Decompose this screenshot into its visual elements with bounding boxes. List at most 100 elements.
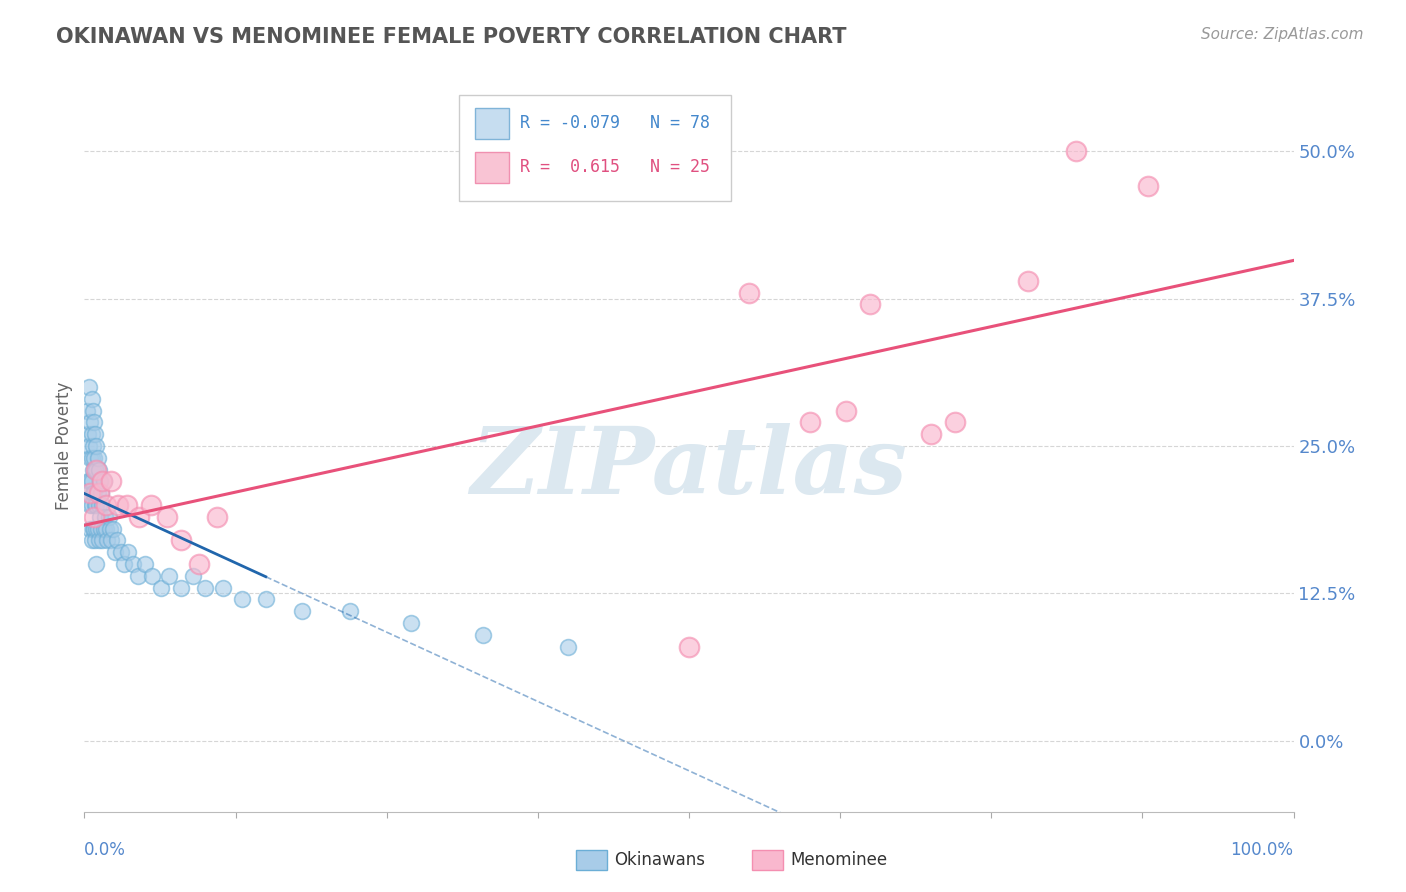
Point: [83, 416, 105, 430]
Text: R = -0.079   N = 78: R = -0.079 N = 78: [520, 113, 710, 132]
Point: [678, 640, 700, 654]
Point: [157, 568, 180, 582]
Point: [110, 545, 132, 559]
Point: [87, 533, 110, 548]
Point: [155, 509, 177, 524]
Point: [82, 462, 104, 476]
Text: R =  0.615   N = 25: R = 0.615 N = 25: [520, 158, 710, 176]
Point: [77, 439, 100, 453]
Point: [83, 509, 105, 524]
Point: [181, 568, 204, 582]
Point: [91, 498, 114, 512]
Point: [91, 533, 114, 548]
Point: [82, 403, 104, 417]
Point: [94, 509, 117, 524]
Point: [920, 427, 942, 442]
Point: [117, 545, 139, 559]
Point: [859, 297, 882, 311]
Point: [90, 522, 112, 536]
Point: [84, 462, 107, 476]
Point: [82, 522, 104, 536]
Point: [291, 604, 314, 618]
Text: 0.0%: 0.0%: [84, 841, 127, 859]
Point: [86, 498, 108, 512]
Bar: [475, 152, 509, 183]
Point: [77, 475, 100, 489]
Point: [89, 509, 111, 524]
Point: [96, 533, 118, 548]
Point: [93, 522, 115, 536]
Point: [86, 462, 108, 476]
Point: [107, 498, 129, 512]
Point: [87, 486, 110, 500]
Point: [86, 450, 108, 465]
Y-axis label: Female Poverty: Female Poverty: [55, 382, 73, 510]
Point: [472, 628, 495, 642]
Point: [79, 522, 101, 536]
Point: [77, 427, 100, 442]
Point: [127, 568, 149, 582]
Point: [84, 533, 107, 548]
Point: [87, 462, 110, 476]
Point: [83, 450, 105, 465]
Point: [82, 486, 104, 500]
Point: [128, 509, 150, 524]
Point: [557, 640, 579, 654]
Point: [80, 450, 103, 465]
Point: [80, 392, 103, 406]
Point: [82, 439, 104, 453]
Point: [399, 615, 422, 630]
Point: [77, 486, 100, 500]
Text: ZIPatlas: ZIPatlas: [471, 423, 907, 513]
Point: [86, 522, 108, 536]
Point: [139, 498, 162, 512]
Point: [91, 475, 114, 489]
Point: [90, 486, 112, 500]
Point: [100, 533, 122, 548]
Point: [105, 533, 128, 548]
Point: [94, 498, 117, 512]
Point: [83, 522, 105, 536]
Point: [84, 498, 107, 512]
Point: [94, 522, 117, 536]
Point: [170, 533, 193, 548]
Point: [121, 557, 143, 571]
Point: [79, 450, 101, 465]
Point: [97, 509, 120, 524]
Point: [1137, 179, 1160, 194]
Point: [83, 486, 105, 500]
Point: [77, 380, 100, 394]
Point: [80, 498, 103, 512]
Point: [1064, 144, 1087, 158]
Point: [194, 581, 217, 595]
Point: [738, 285, 761, 300]
Point: [799, 416, 821, 430]
Point: [141, 568, 163, 582]
FancyBboxPatch shape: [460, 95, 731, 201]
Point: [84, 427, 107, 442]
Point: [188, 557, 211, 571]
Text: Menominee: Menominee: [790, 851, 887, 869]
Point: [86, 557, 108, 571]
Point: [89, 475, 111, 489]
Point: [80, 475, 103, 489]
Text: OKINAWAN VS MENOMINEE FEMALE POVERTY CORRELATION CHART: OKINAWAN VS MENOMINEE FEMALE POVERTY COR…: [56, 27, 846, 46]
Text: Source: ZipAtlas.com: Source: ZipAtlas.com: [1201, 27, 1364, 42]
Point: [149, 581, 172, 595]
Text: 100.0%: 100.0%: [1230, 841, 1294, 859]
Point: [100, 475, 122, 489]
Point: [1017, 274, 1039, 288]
Point: [79, 475, 101, 489]
Point: [112, 557, 135, 571]
Point: [80, 427, 103, 442]
Point: [254, 592, 277, 607]
Point: [231, 592, 253, 607]
Point: [87, 498, 110, 512]
Point: [943, 416, 966, 430]
Bar: [475, 108, 509, 139]
Point: [835, 403, 858, 417]
Point: [170, 581, 193, 595]
Point: [86, 462, 108, 476]
Point: [86, 522, 108, 536]
Point: [104, 545, 127, 559]
